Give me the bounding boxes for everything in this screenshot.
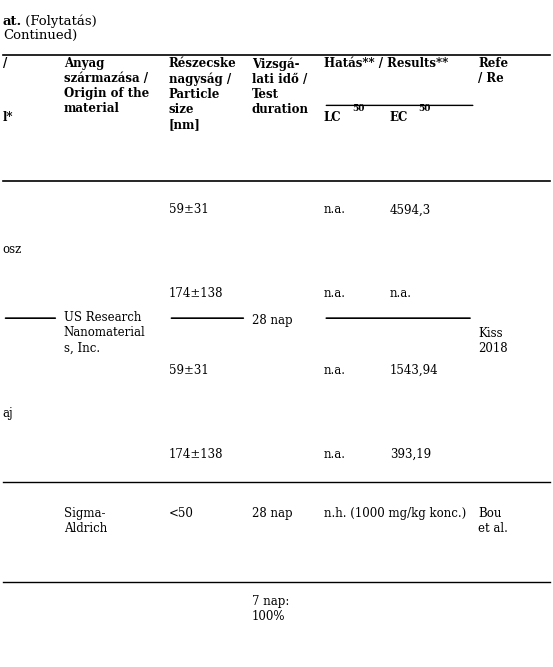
- Text: 50: 50: [352, 104, 364, 113]
- Text: 174±138: 174±138: [169, 448, 223, 461]
- Text: 59±31: 59±31: [169, 364, 208, 376]
- Text: Részecske
nagyság /
Particle
size
[nm]: Részecske nagyság / Particle size [nm]: [169, 57, 237, 131]
- Text: Anyag
származása /
Origin of the
material: Anyag származása / Origin of the materia…: [64, 57, 149, 115]
- Text: n.h. (1000 mg/kg konc.): n.h. (1000 mg/kg konc.): [324, 507, 466, 520]
- Text: 174±138: 174±138: [169, 287, 223, 299]
- Text: n.a.: n.a.: [390, 287, 412, 299]
- Text: at.: at.: [3, 15, 22, 27]
- Text: n.a.: n.a.: [324, 448, 346, 461]
- Text: osz: osz: [3, 243, 22, 256]
- Text: (Folytatás): (Folytatás): [21, 15, 97, 28]
- Text: Vizsgá-
lati idő /
Test
duration: Vizsgá- lati idő / Test duration: [252, 57, 309, 116]
- Text: 393,19: 393,19: [390, 448, 431, 461]
- Text: l*: l*: [3, 111, 13, 123]
- Text: n.a.: n.a.: [324, 203, 346, 216]
- Text: n.a.: n.a.: [324, 287, 346, 299]
- Text: aj: aj: [3, 407, 13, 420]
- Text: 1543,94: 1543,94: [390, 364, 439, 376]
- Text: Continued): Continued): [3, 29, 77, 41]
- Text: /: /: [3, 57, 7, 70]
- Text: 50: 50: [419, 104, 431, 113]
- Text: US Research
Nanomaterial
s, Inc.: US Research Nanomaterial s, Inc.: [64, 311, 145, 354]
- Text: Hatás** / Results**: Hatás** / Results**: [324, 57, 448, 70]
- Text: LC: LC: [324, 111, 341, 123]
- Text: Bou
et al.: Bou et al.: [478, 507, 508, 535]
- Text: <50: <50: [169, 507, 194, 520]
- Text: Refe
/ Re: Refe / Re: [478, 57, 508, 85]
- Text: 4594,3: 4594,3: [390, 203, 431, 216]
- Text: n.a.: n.a.: [324, 364, 346, 376]
- Text: Sigma-
Aldrich: Sigma- Aldrich: [64, 507, 107, 535]
- Text: 7 nap:
100%: 7 nap: 100%: [252, 595, 289, 623]
- Text: Kiss
2018: Kiss 2018: [478, 327, 508, 355]
- Text: 59±31: 59±31: [169, 203, 208, 216]
- Text: 28 nap: 28 nap: [252, 507, 292, 520]
- Text: 28 nap: 28 nap: [252, 314, 292, 327]
- Text: EC: EC: [390, 111, 408, 123]
